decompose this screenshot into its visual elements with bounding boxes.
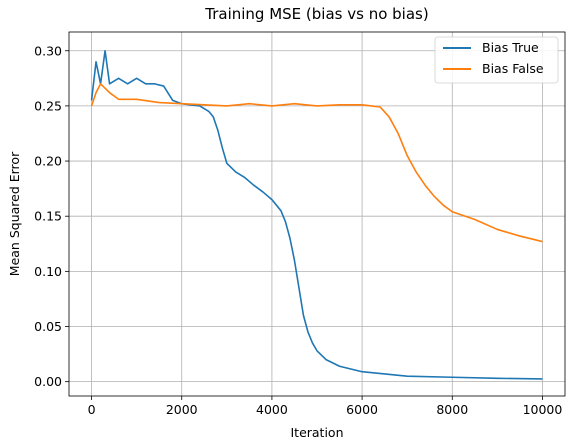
y-tick-label: 0.00 [34, 374, 62, 389]
y-tick-label: 0.15 [34, 209, 62, 224]
x-tick-label: 2000 [166, 402, 198, 417]
legend: Bias True Bias False [434, 36, 559, 84]
x-tick-label: 4000 [256, 402, 288, 417]
y-tick-label: 0.10 [34, 264, 62, 279]
grid [69, 32, 565, 396]
series-line-bias-true [90, 49, 543, 380]
y-tick-label: 0.30 [34, 43, 62, 58]
y-tick-label: 0.20 [34, 154, 62, 169]
x-tick-label: 0 [88, 402, 96, 417]
y-tick-label: 0.25 [34, 98, 62, 113]
x-tick-label: 6000 [346, 402, 378, 417]
chart-title: Training MSE (bias vs no bias) [204, 5, 428, 23]
series-layer [90, 49, 543, 380]
y-tick-label: 0.05 [34, 319, 62, 334]
x-tick-label: 8000 [436, 402, 468, 417]
y-axis-ticks: 0.00 0.05 0.10 0.15 0.20 0.25 0.30 [34, 43, 69, 389]
x-axis-label: Iteration [290, 425, 343, 440]
plot-frame [68, 31, 566, 397]
y-axis-label: Mean Squared Error [7, 151, 22, 276]
x-tick-label: 10000 [523, 402, 563, 417]
series-line-bias-false [90, 83, 543, 243]
legend-label-bias-false: Bias False [482, 61, 544, 76]
x-axis-ticks: 0 2000 4000 6000 8000 10000 [88, 396, 563, 417]
legend-label-bias-true: Bias True [482, 40, 539, 55]
